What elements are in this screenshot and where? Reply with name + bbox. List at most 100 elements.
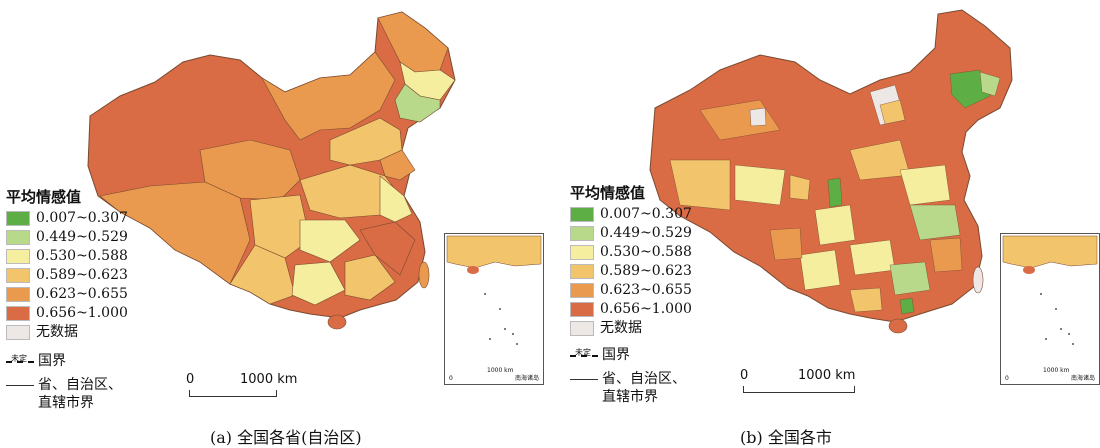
legend-label: 0.449~0.529: [36, 229, 128, 245]
legend-label: 0.007~0.307: [600, 206, 692, 222]
legend-rows-b: 0.007~0.307 0.449~0.529 0.530~0.588 0.589~0…: [570, 205, 692, 338]
south-china-sea-inset: 0 1000 km 南海诸岛: [444, 233, 544, 385]
region-hainan-b: [888, 318, 908, 334]
china-city-map: [649, 9, 1013, 334]
inset-scale-distance: 1000 km: [487, 367, 514, 374]
region-inner-mongolia: [261, 51, 396, 141]
china-province-map: [87, 11, 456, 330]
legend-label: 无数据: [36, 324, 78, 340]
region-shandong: [379, 149, 416, 181]
legend-b: 平均情感值 0.007~0.307 0.449~0.529 0.530~0.588 0…: [570, 184, 692, 338]
legend-item: 0.656~1.000: [570, 300, 692, 319]
legend-swatch: [570, 321, 594, 336]
legend-swatch: [570, 245, 594, 260]
legend-swatch: [6, 230, 30, 245]
inset-map: [446, 235, 542, 345]
provincial-boundary-line: [6, 385, 34, 386]
scale-zero: 0: [186, 372, 195, 387]
region-guangdong: [344, 254, 396, 301]
scale-zero-b: 0: [740, 368, 749, 383]
provincial-boundary-line-b: [570, 379, 598, 380]
map-panel-cities: 0 1000 km 南海诸岛 平均情感值 0.007~0.307 0.449~0.…: [550, 0, 1100, 448]
national-boundary-label-b: 国界: [602, 347, 630, 363]
provincial-boundary-label-1: 省、自治区、: [38, 377, 122, 393]
legend-swatch: [6, 287, 30, 302]
national-boundary-row: 未定 国界: [6, 352, 122, 370]
legend-label: 0.530~0.588: [600, 244, 692, 260]
legend-label: 0.007~0.307: [36, 210, 128, 226]
legend-title: 平均情感值: [6, 188, 82, 206]
scale-bar-line: [189, 390, 277, 397]
legend-label: 0.589~0.623: [36, 267, 128, 283]
national-boundary-label: 国界: [38, 353, 66, 369]
legend-item: 0.007~0.307: [570, 205, 692, 224]
boundary-legend: 未定 国界 省、自治区、 直辖市界: [6, 352, 122, 412]
south-china-sea-inset-b: 0 1000 km 南海诸岛: [1000, 233, 1100, 385]
national-boundary-row-b: 未定 国界: [570, 346, 686, 364]
inset-title-b: 南海诸岛: [1070, 375, 1095, 382]
inset-title: 南海诸岛: [514, 375, 539, 382]
legend-label: 0.623~0.655: [600, 282, 692, 298]
china-outline-b: [649, 9, 1013, 323]
region-jiangsu-anhui: [379, 175, 413, 223]
legend-label: 0.623~0.655: [36, 286, 128, 302]
national-boundary-line-b: 未定: [570, 348, 598, 357]
provincial-boundary-label-2-b: 直辖市界: [602, 389, 658, 405]
caption-a: (a) 全国各省(自治区): [210, 428, 362, 447]
legend-item: 0.589~0.623: [6, 266, 128, 285]
scale-distance-b: 1000 km: [798, 368, 856, 383]
region-hainan: [327, 314, 347, 330]
legend-item: 0.623~0.655: [6, 285, 128, 304]
legend-item: 0.656~1.000: [6, 304, 128, 323]
caption-b: (b) 全国各市: [740, 428, 832, 447]
legend-swatch: [570, 207, 594, 222]
national-boundary-line: 未定: [6, 354, 34, 363]
legend-item: 0.449~0.529: [570, 224, 692, 243]
legend-swatch: [570, 226, 594, 241]
legend-swatch: [6, 268, 30, 283]
region-liaoning: [394, 83, 441, 123]
legend-title-b: 平均情感值: [570, 184, 646, 202]
legend-label: 0.656~1.000: [36, 305, 128, 321]
inset-scale-distance-b: 1000 km: [1043, 367, 1070, 374]
region-guizhou-hunan: [299, 219, 361, 263]
legend: 平均情感值 0.007~0.307 0.449~0.529 0.530~0.588 0…: [6, 188, 128, 342]
inset-scale-zero-b: 0: [1005, 375, 1009, 382]
legend-item: 0.449~0.529: [6, 228, 128, 247]
boundary-legend-b: 未定 国界 省、自治区、 直辖市界: [570, 346, 686, 406]
provincial-boundary-row: 省、自治区、: [6, 376, 122, 394]
legend-item: 无数据: [570, 319, 692, 338]
legend-swatch: [6, 306, 30, 321]
legend-item: 0.530~0.588: [570, 243, 692, 262]
region-jiangxi-fujian: [359, 221, 416, 276]
legend-swatch: [570, 264, 594, 279]
legend-item: 0.623~0.655: [570, 281, 692, 300]
provincial-boundary-label-1-b: 省、自治区、: [602, 371, 686, 387]
provincial-boundary-label-2: 直辖市界: [38, 395, 94, 411]
legend-label: 0.589~0.623: [600, 263, 692, 279]
scale-distance: 1000 km: [240, 372, 298, 387]
provincial-boundary-row-b: 省、自治区、: [570, 370, 686, 388]
region-sichuan: [249, 194, 311, 259]
legend-label: 0.530~0.588: [36, 248, 128, 264]
legend-swatch: [570, 302, 594, 317]
legend-swatch: [570, 283, 594, 298]
legend-label: 0.656~1.000: [600, 301, 692, 317]
legend-swatch: [6, 211, 30, 226]
inset-scale-zero: 0: [449, 375, 453, 382]
legend-label: 0.449~0.529: [600, 225, 692, 241]
legend-item: 0.589~0.623: [570, 262, 692, 281]
legend-label: 无数据: [600, 320, 642, 336]
legend-rows: 0.007~0.307 0.449~0.529 0.530~0.588 0.589~0…: [6, 209, 128, 342]
inset-map-b: [1002, 235, 1098, 345]
legend-swatch: [6, 325, 30, 340]
region-taiwan-b: [972, 266, 984, 294]
legend-item: 0.530~0.588: [6, 247, 128, 266]
map-panel-provinces: 0 1000 km 南海诸岛 平均情感值 0.007~0.307 0.449~0.…: [6, 11, 544, 447]
scale-bar-line-b: [743, 386, 855, 393]
region-taiwan: [418, 261, 430, 289]
legend-swatch: [6, 249, 30, 264]
legend-item: 0.007~0.307: [6, 209, 128, 228]
legend-item: 无数据: [6, 323, 128, 342]
region-guangxi: [291, 261, 346, 306]
